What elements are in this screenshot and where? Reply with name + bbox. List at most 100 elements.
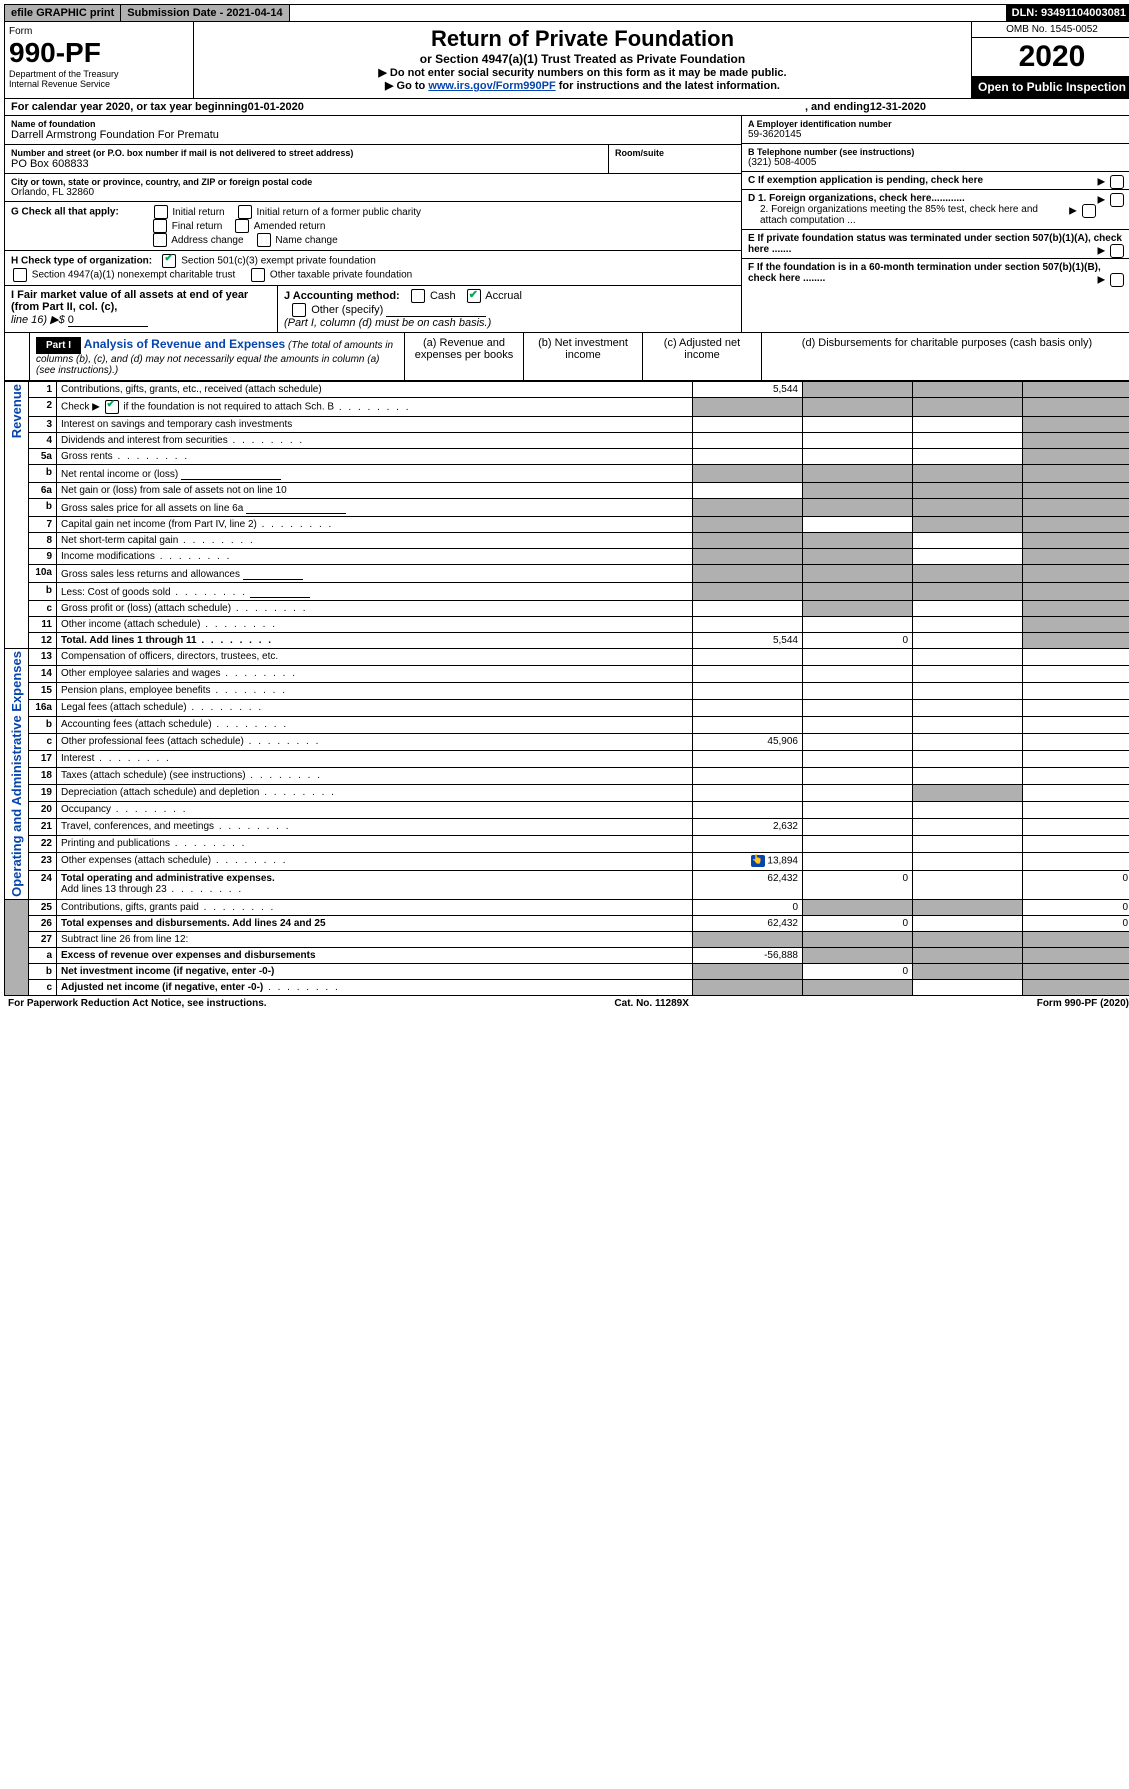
line-16c-desc: Other professional fees (attach schedule… [57,734,693,751]
line-10a-input[interactable] [243,567,303,580]
part1-table: Revenue 1 Contributions, gifts, grants, … [4,381,1129,996]
line-26-desc: Total expenses and disbursements. Add li… [57,915,693,931]
line-12-a: 5,544 [693,633,803,649]
table-row: 16aLegal fees (attach schedule) [5,700,1129,717]
irs-link[interactable]: www.irs.gov/Form990PF [428,80,555,92]
j-other-input[interactable] [386,304,486,317]
line-5a-desc: Gross rents [57,449,693,465]
line-18-desc: Taxes (attach schedule) (see instruction… [57,768,693,785]
line-22-desc: Printing and publications [57,836,693,853]
line-27a-a: -56,888 [693,947,803,963]
e-checkbox[interactable] [1110,244,1124,258]
line-12-b: 0 [803,633,913,649]
line-5b-input[interactable] [181,467,281,480]
form-title: Return of Private Foundation [198,26,967,52]
table-row: 15Pension plans, employee benefits [5,683,1129,700]
phone-label: B Telephone number (see instructions) [748,147,1126,157]
tax-year: 2020 [972,38,1129,76]
line-27a-desc: Excess of revenue over expenses and disb… [57,947,693,963]
ein-label: A Employer identification number [748,119,1126,129]
addr-label: Number and street (or P.O. box number if… [11,148,602,158]
g-amended-checkbox[interactable] [235,219,249,233]
col-b-header: (b) Net investment income [524,333,643,380]
line-27b-desc: Net investment income (if negative, ente… [57,963,693,979]
j-other-checkbox[interactable] [292,303,306,317]
i-fmv-value: 0 [68,314,148,327]
table-row: 11 Other income (attach schedule) [5,617,1129,633]
table-row: 25 Contributions, gifts, grants paid 0 0 [5,899,1129,915]
table-row: 22Printing and publications [5,836,1129,853]
part1-badge: Part I [36,337,81,354]
line-5b-desc: Net rental income or (loss) [57,465,693,483]
expenses-side-label: Operating and Administrative Expenses [5,649,29,900]
line-3-desc: Interest on savings and temporary cash i… [57,417,693,433]
revenue-side-label: Revenue [5,382,29,649]
line-26-a: 62,432 [693,915,803,931]
c-checkbox[interactable] [1110,175,1124,189]
line-10c-desc: Gross profit or (loss) (attach schedule) [57,601,693,617]
f-checkbox[interactable] [1110,273,1124,287]
table-row: 23Other expenses (attach schedule) 13,89… [5,853,1129,871]
g-address-change-checkbox[interactable] [153,233,167,247]
g-final-return-checkbox[interactable] [153,219,167,233]
dln-label: DLN: 93491104003081 [1006,5,1129,21]
foundation-name: Darrell Armstrong Foundation For Prematu [11,129,735,141]
line-21-a: 2,632 [693,819,803,836]
street-address: PO Box 608833 [11,158,602,170]
d1-checkbox[interactable] [1110,193,1124,207]
room-label: Room/suite [615,148,735,158]
table-row: cOther professional fees (attach schedul… [5,734,1129,751]
table-row: 24 Total operating and administrative ex… [5,871,1129,900]
year-begin: 01-01-2020 [248,101,304,113]
g-initial-former-checkbox[interactable] [238,205,252,219]
table-row: c Adjusted net income (if negative, ente… [5,979,1129,995]
line-9-desc: Income modifications [57,549,693,565]
section-e: E If private foundation status was termi… [742,230,1129,259]
line-16b-desc: Accounting fees (attach schedule) [57,717,693,734]
line-17-desc: Interest [57,751,693,768]
line-8-desc: Net short-term capital gain [57,533,693,549]
table-row: 19Depreciation (attach schedule) and dep… [5,785,1129,802]
line-10b-input[interactable] [250,585,310,598]
line-12-desc: Total. Add lines 1 through 11 [57,633,693,649]
line-25-desc: Contributions, gifts, grants paid [57,899,693,915]
g-initial-return-checkbox[interactable] [154,205,168,219]
table-row: 9 Income modifications [5,549,1129,565]
j-note: (Part I, column (d) must be on cash basi… [284,317,491,329]
entity-info: Name of foundation Darrell Armstrong Fou… [4,116,1129,333]
h-501c3-checkbox[interactable] [162,254,176,268]
footer-mid: Cat. No. 11289X [614,998,688,1009]
line-16a-desc: Legal fees (attach schedule) [57,700,693,717]
line-24-a: 62,432 [693,871,803,900]
line-25-d: 0 [1023,899,1129,915]
ein-value: 59-3620145 [748,129,1126,140]
line-16c-a: 45,906 [693,734,803,751]
line-27c-desc: Adjusted net income (if negative, enter … [57,979,693,995]
i-label: I Fair market value of all assets at end… [11,289,248,313]
j-cash-checkbox[interactable] [411,289,425,303]
name-label: Name of foundation [11,119,735,129]
table-row: b Net investment income (if negative, en… [5,963,1129,979]
open-public-badge: Open to Public Inspection [972,76,1129,98]
section-c: C If exemption application is pending, c… [742,172,1129,190]
table-row: Operating and Administrative Expenses 13… [5,649,1129,666]
part1-header-row: Part I Analysis of Revenue and Expenses … [4,333,1129,381]
table-row: 8 Net short-term capital gain [5,533,1129,549]
calendar-year-row: For calendar year 2020, or tax year begi… [4,99,1129,116]
table-row: b Gross sales price for all assets on li… [5,499,1129,517]
section-h: H Check type of organization: Section 50… [5,251,741,286]
attachment-icon[interactable] [751,855,765,867]
d2-checkbox[interactable] [1082,204,1096,218]
part1-title: Analysis of Revenue and Expenses [84,337,285,351]
section-d: D 1. Foreign organizations, check here..… [742,190,1129,230]
table-row: c Gross profit or (loss) (attach schedul… [5,601,1129,617]
h-4947-checkbox[interactable] [13,268,27,282]
line-21-desc: Travel, conferences, and meetings [57,819,693,836]
g-name-change-checkbox[interactable] [257,233,271,247]
footer-right: Form 990-PF (2020) [1037,998,1129,1009]
h-other-checkbox[interactable] [251,268,265,282]
table-row: 3 Interest on savings and temporary cash… [5,417,1129,433]
line-2-checkbox[interactable] [105,400,119,414]
j-accrual-checkbox[interactable] [467,289,481,303]
line-6b-input[interactable] [246,501,346,514]
